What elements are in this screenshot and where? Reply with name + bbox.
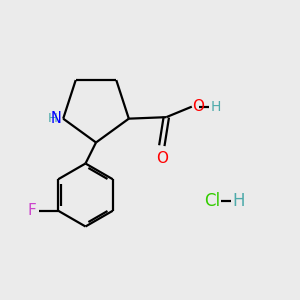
- Text: O: O: [156, 151, 168, 166]
- Text: Cl: Cl: [204, 192, 220, 210]
- Text: N: N: [51, 111, 62, 126]
- Text: H: H: [232, 192, 245, 210]
- Text: H: H: [210, 100, 221, 114]
- Text: F: F: [28, 203, 36, 218]
- Text: H: H: [48, 112, 58, 124]
- Text: O: O: [192, 99, 204, 114]
